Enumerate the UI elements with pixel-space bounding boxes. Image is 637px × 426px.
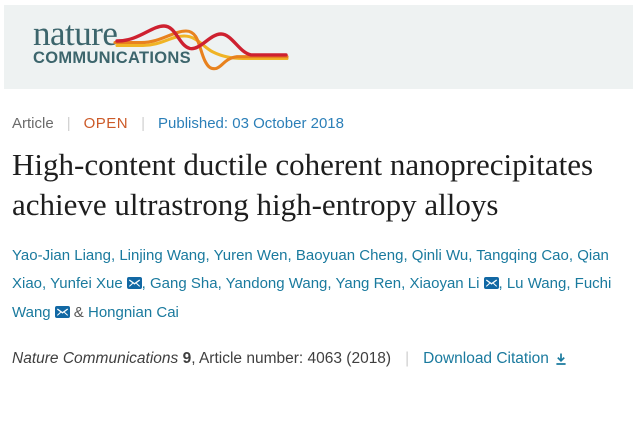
citation-row: Nature Communications 9, Article number:… bbox=[12, 350, 625, 368]
article-title: High-content ductile coherent nanoprecip… bbox=[12, 147, 594, 222]
author-list: Yao-Jian Liang, Linjing Wang, Yuren Wen,… bbox=[12, 242, 624, 328]
separator: | bbox=[405, 350, 410, 367]
author-link[interactable]: Fuchi Wang bbox=[12, 275, 612, 321]
logo-communications-text: COMMUNICATIONS bbox=[33, 49, 191, 67]
journal-name: Nature Communications bbox=[12, 350, 179, 367]
email-envelope-icon[interactable] bbox=[483, 271, 499, 299]
author-link[interactable]: Qinli Wu bbox=[411, 247, 469, 264]
nature-communications-logo[interactable]: nature COMMUNICATIONS bbox=[33, 16, 191, 67]
author-link[interactable]: Lu Wang bbox=[506, 275, 567, 292]
author-link[interactable]: Yandong Wang bbox=[225, 275, 328, 292]
open-access-label: OPEN bbox=[83, 115, 129, 132]
download-arrow-icon bbox=[556, 353, 566, 365]
author-link[interactable]: Gang Sha bbox=[150, 275, 218, 292]
logo-nature-text: nature bbox=[33, 14, 118, 53]
article-page: nature COMMUNICATIONS Article | OPEN | P… bbox=[0, 5, 637, 368]
author-link[interactable]: Linjing Wang bbox=[119, 247, 206, 264]
author-link[interactable]: Tangqing Cao bbox=[476, 247, 569, 264]
article-number-text: , Article number: 4063 (2018) bbox=[191, 350, 392, 367]
download-citation-link[interactable]: Download Citation bbox=[423, 350, 568, 368]
author-link[interactable]: Yang Ren bbox=[335, 275, 402, 292]
separator: | bbox=[66, 115, 71, 132]
author-link[interactable]: Yao-Jian Liang bbox=[12, 247, 111, 264]
download-citation-label: Download Citation bbox=[423, 350, 549, 367]
published-date: Published: 03 October 2018 bbox=[158, 115, 344, 132]
article-header-section: Article | OPEN | Published: 03 October 2… bbox=[0, 115, 637, 368]
author-link[interactable]: Yunfei Xue bbox=[50, 275, 123, 292]
author-link[interactable]: Baoyuan Cheng bbox=[295, 247, 404, 264]
separator: | bbox=[141, 115, 146, 132]
article-type-label: Article bbox=[12, 115, 54, 132]
journal-masthead: nature COMMUNICATIONS bbox=[4, 5, 633, 89]
volume-number: 9 bbox=[182, 350, 192, 367]
email-envelope-icon[interactable] bbox=[126, 271, 142, 299]
email-envelope-icon[interactable] bbox=[54, 300, 70, 328]
author-link[interactable]: Xiaoyan Li bbox=[409, 275, 480, 292]
citation-text: Nature Communications 9, Article number:… bbox=[12, 350, 391, 368]
author-link[interactable]: Hongnian Cai bbox=[87, 304, 179, 321]
article-meta-row: Article | OPEN | Published: 03 October 2… bbox=[12, 115, 625, 132]
author-link[interactable]: Qian Xiao bbox=[12, 247, 609, 292]
author-ampersand: & bbox=[69, 304, 88, 321]
author-link[interactable]: Yuren Wen bbox=[213, 247, 288, 264]
